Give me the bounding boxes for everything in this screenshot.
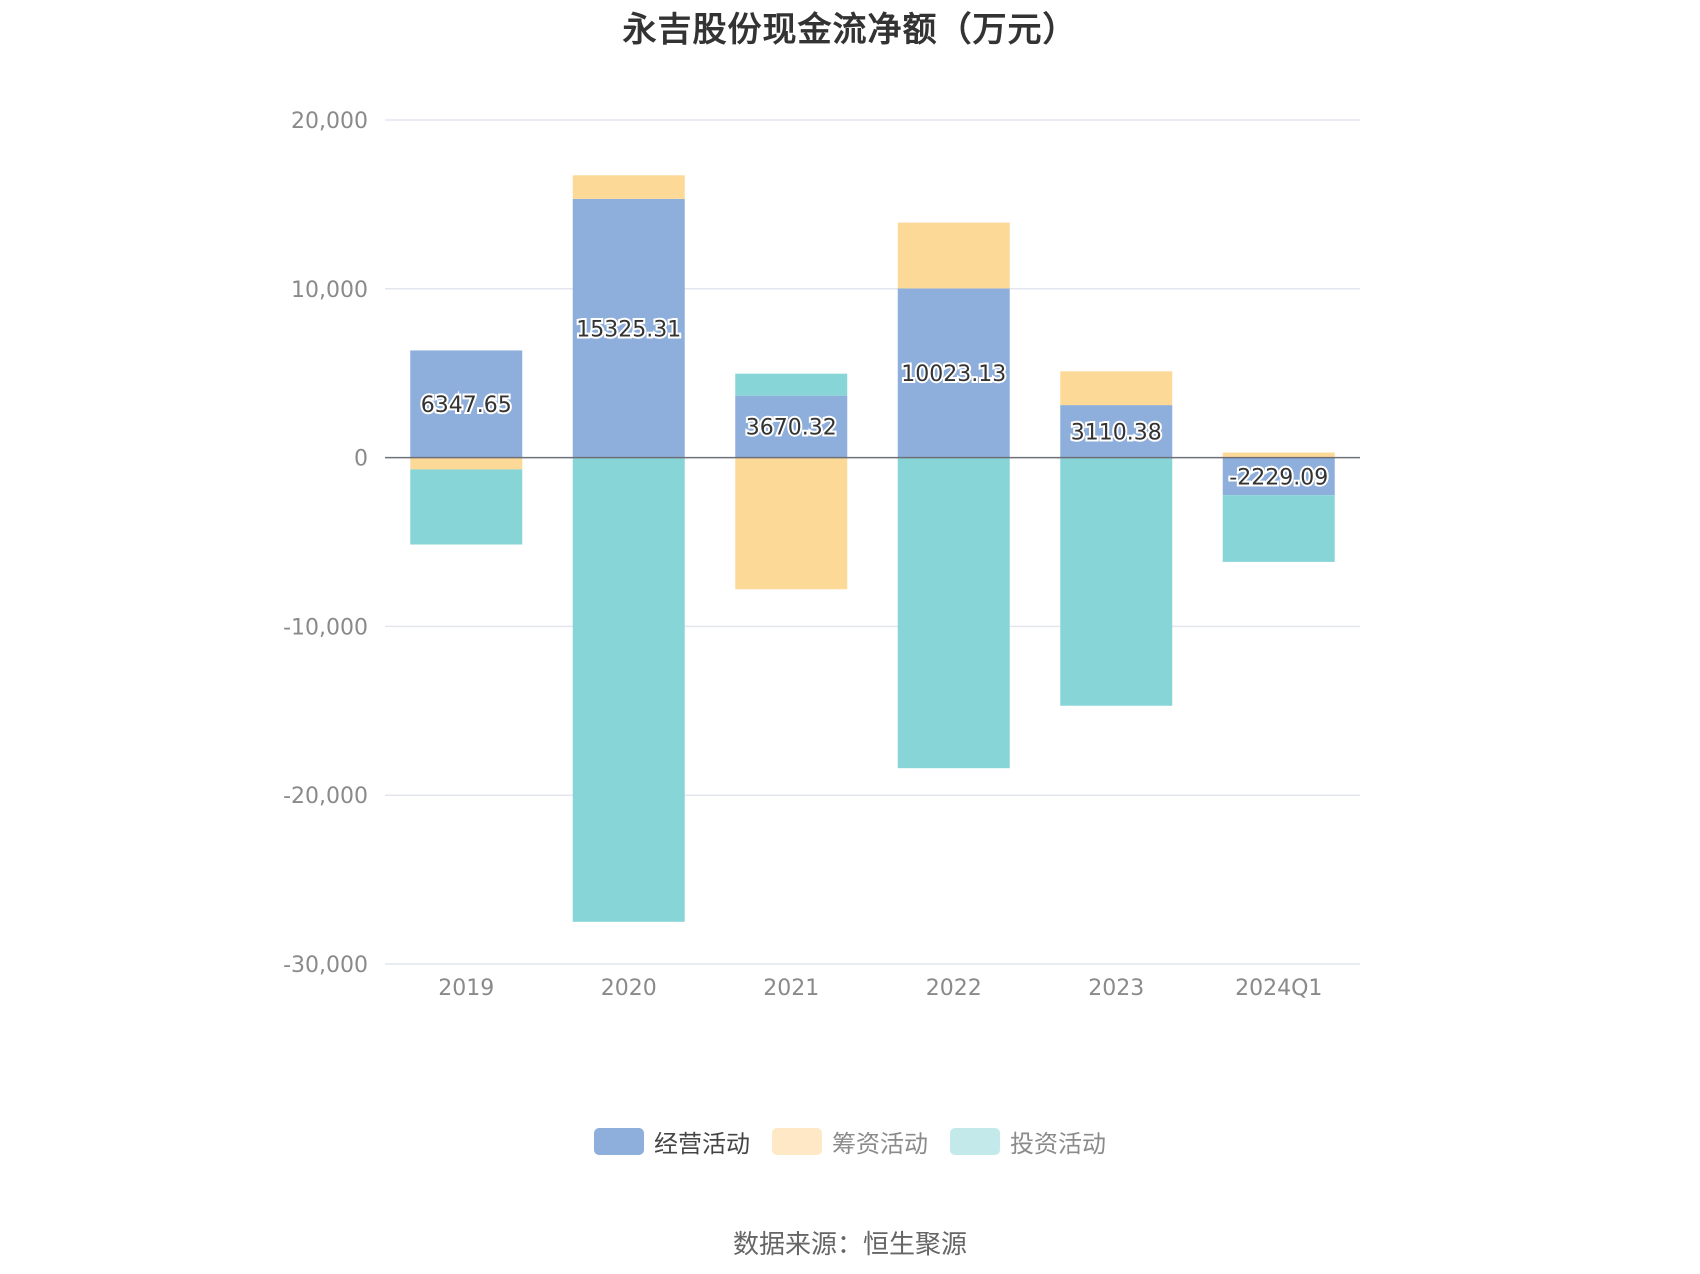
- data-label: 15325.31: [576, 317, 681, 342]
- y-tick-label: 20,000: [291, 109, 368, 134]
- bar-segment[interactable]: [1222, 457, 1335, 496]
- data-label: 3110.38: [1071, 420, 1162, 445]
- bar-segment[interactable]: [897, 222, 1010, 289]
- legend-label-operating: 经营活动: [654, 1130, 750, 1158]
- legend-item-investing[interactable]: 投资活动: [950, 1124, 1106, 1159]
- x-tick-label: 2022: [926, 976, 982, 1001]
- legend-label-financing: 筹资活动: [832, 1130, 928, 1158]
- y-tick-label: 10,000: [291, 278, 368, 303]
- legend-swatch-operating: [594, 1128, 644, 1155]
- data-label: 3670.32: [746, 416, 837, 441]
- y-tick-label: -20,000: [283, 784, 368, 809]
- chart-title: 永吉股份现金流净额（万元）: [622, 10, 1078, 50]
- x-tick-label: 2021: [763, 976, 819, 1001]
- bar-segment[interactable]: [735, 373, 848, 396]
- bar-segment[interactable]: [1222, 495, 1335, 562]
- bar-segment[interactable]: [735, 395, 848, 458]
- bar-segment[interactable]: [735, 457, 848, 590]
- data-label: 6347.65: [421, 393, 512, 418]
- y-tick-label: -30,000: [283, 953, 368, 978]
- bar-segment[interactable]: [897, 457, 1010, 769]
- x-tick-label: 2020: [601, 976, 657, 1001]
- data-labels: 6347.65 15325.31 3670.32 10023.13 3110.38 -22…: [419, 315, 1330, 492]
- x-tick-label: 2024Q1: [1235, 976, 1322, 1001]
- bars: [410, 175, 1335, 922]
- bar-segment[interactable]: [897, 288, 1010, 458]
- bar-segment[interactable]: [1060, 457, 1173, 706]
- bar-segment[interactable]: [410, 457, 523, 470]
- axis-ticks: 20,000 10,000 0 -10,000 -20,000 -30,000 2019 20…: [283, 109, 1322, 1001]
- bar-segment[interactable]: [1060, 405, 1173, 458]
- bar-segment[interactable]: [410, 469, 523, 545]
- bar-segment[interactable]: [572, 175, 685, 199]
- legend: 经营活动 筹资活动 投资活动: [0, 1124, 1700, 1159]
- data-label: -2229.09: [1229, 465, 1328, 490]
- legend-swatch-investing: [950, 1128, 1000, 1155]
- bar-segment[interactable]: [572, 457, 685, 922]
- data-source: 数据来源：恒生聚源: [732, 1230, 967, 1260]
- legend-swatch-financing: [772, 1128, 822, 1155]
- bar-segment[interactable]: [1222, 452, 1335, 458]
- legend-item-operating[interactable]: 经营活动: [594, 1124, 750, 1159]
- x-tick-label: 2019: [438, 976, 494, 1001]
- x-tick-label: 2023: [1088, 976, 1144, 1001]
- grid-lines: [385, 119, 1360, 965]
- bar-segment[interactable]: [410, 350, 523, 458]
- bar-segment[interactable]: [572, 198, 685, 458]
- data-label: 10023.13: [901, 362, 1006, 387]
- y-tick-label: 0: [354, 447, 368, 472]
- legend-item-financing[interactable]: 筹资活动: [772, 1124, 928, 1159]
- legend-label-investing: 投资活动: [1010, 1130, 1106, 1158]
- bar-segment[interactable]: [1060, 371, 1173, 406]
- y-tick-label: -10,000: [283, 615, 368, 640]
